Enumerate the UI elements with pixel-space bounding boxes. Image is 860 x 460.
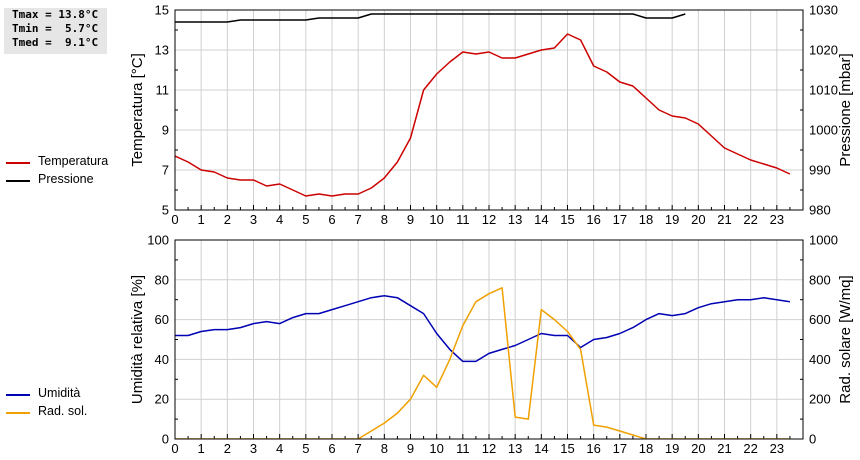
x-tick-label: 12 [482,212,496,227]
x-tick-label: 20 [691,441,705,456]
y2-tick-label: 1000 [809,123,838,138]
x-tick-label: 7 [355,441,362,456]
y2-axis-label: Rad. solare [W/mq] [837,275,854,403]
y2-tick-label: 600 [809,312,831,327]
x-tick-label: 15 [560,441,574,456]
x-tick-label: 2 [224,212,231,227]
y-tick-label: 0 [162,432,169,447]
x-tick-label: 14 [534,212,548,227]
x-tick-label: 5 [302,441,309,456]
legend-swatch-pressione [6,180,30,182]
y2-tick-label: 990 [809,163,831,178]
x-tick-label: 11 [456,212,470,227]
y2-tick-label: 980 [809,203,831,218]
x-tick-label: 9 [407,212,414,227]
legend-swatch-temperatura [6,162,30,164]
x-tick-label: 22 [743,441,757,456]
y-tick-label: 15 [155,3,169,18]
y2-tick-label: 400 [809,352,831,367]
x-tick-label: 1 [198,212,205,227]
x-tick-label: 6 [328,441,335,456]
stats-box: Tmax = 13.8°C Tmin = 5.7°C Tmed = 9.1°C [4,8,107,54]
y-axis-label: Umidità relativa [%] [129,275,146,404]
legend-label-pressione: Pressione [38,172,94,186]
series-line-temperatura [175,33,791,197]
x-tick-label: 13 [508,441,522,456]
y-tick-label: 13 [155,43,169,58]
x-tick-label: 1 [198,441,205,456]
legend-label-rad-sol: Rad. sol. [38,404,88,418]
x-tick-label: 13 [508,212,522,227]
x-tick-label: 0 [171,441,178,456]
y-tick-label: 5 [162,203,169,218]
legend-label-umidita: Umidità [38,386,81,400]
x-tick-label: 19 [665,212,679,227]
y2-tick-label: 1030 [809,3,838,18]
x-tick-label: 4 [276,441,283,456]
legend-swatch-rad-sol [6,412,30,414]
x-tick-label: 10 [429,212,443,227]
legend-label-temperatura: Temperatura [38,154,109,168]
x-tick-label: 7 [355,212,362,227]
x-tick-label: 22 [743,212,757,227]
y-tick-label: 40 [155,352,169,367]
x-tick-label: 21 [717,212,731,227]
x-tick-label: 10 [429,441,443,456]
stat-tmax: Tmax = 13.8°C [12,8,99,21]
y2-tick-label: 0 [809,432,816,447]
stat-tmin: Tmin = 5.7°C [12,22,99,35]
x-tick-label: 4 [276,212,283,227]
y2-tick-label: 1020 [809,43,838,58]
x-tick-label: 3 [250,212,257,227]
x-tick-label: 9 [407,441,414,456]
x-tick-label: 15 [560,212,574,227]
x-tick-label: 21 [717,441,731,456]
x-tick-label: 8 [381,212,388,227]
series-line-rad-sol [175,287,790,439]
y-tick-label: 7 [162,163,169,178]
y2-axis-label: Pressione [mbar] [837,53,854,166]
y-tick-label: 20 [155,392,169,407]
series-line-umidit [175,294,791,363]
y-tick-label: 100 [147,233,169,248]
y2-tick-label: 1010 [809,83,838,98]
x-tick-label: 17 [613,441,627,456]
x-tick-label: 16 [586,441,600,456]
x-tick-label: 18 [639,212,653,227]
x-tick-label: 17 [613,212,627,227]
x-tick-label: 6 [328,212,335,227]
x-tick-label: 19 [665,441,679,456]
y-tick-label: 80 [155,272,169,287]
y2-tick-label: 200 [809,392,831,407]
top-chart: 0 1 2 3 4 5 6 7 8 9 10 11 12 13 14 15 16 17 18 19 20 21 22 2357… [129,3,854,228]
x-tick-label: 0 [171,212,178,227]
x-tick-label: 2 [224,441,231,456]
plot-frame [174,239,804,440]
legend-swatch-umidita [6,394,30,396]
bottom-chart: 0 1 2 3 4 5 6 7 8 9 10 11 12 13 14 15 16 17 18 19 20 21 22 2302… [129,233,854,457]
x-tick-label: 20 [691,212,705,227]
x-tick-label: 12 [482,441,496,456]
x-tick-label: 3 [250,441,257,456]
series-line-pressione [175,13,686,23]
y-axis-label: Temperatura [°C] [129,53,146,167]
x-tick-label: 11 [456,441,470,456]
x-tick-label: 14 [534,441,548,456]
y-tick-label: 60 [155,312,169,327]
y2-tick-label: 1000 [809,233,838,248]
x-tick-label: 16 [586,212,600,227]
y-tick-label: 11 [156,83,170,98]
x-tick-label: 18 [639,441,653,456]
plot-frame [174,9,804,211]
x-tick-label: 5 [302,212,309,227]
stat-tmed: Tmed = 9.1°C [12,36,99,49]
y2-tick-label: 800 [809,272,831,287]
x-tick-label: 23 [770,212,784,227]
y-tick-label: 9 [162,123,169,138]
x-tick-label: 23 [770,441,784,456]
x-tick-label: 8 [381,441,388,456]
